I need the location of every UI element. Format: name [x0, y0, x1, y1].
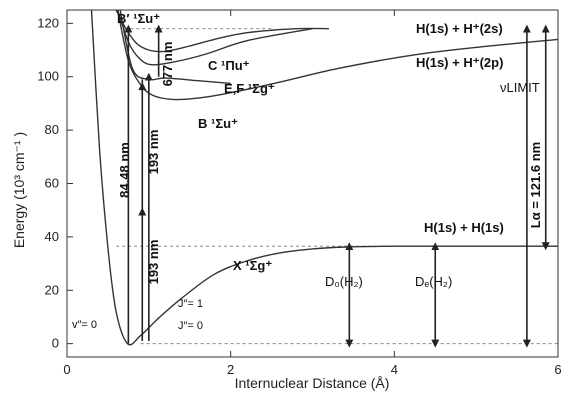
curve-series-1 [117, 10, 558, 101]
x-tick-label-0: 0 [63, 362, 70, 377]
mid-arrowhead-1-1 [138, 82, 147, 91]
label-lalpha: Lα = 121.6 nm [528, 142, 543, 228]
label-bprime-state: B′ ¹Σu⁺ [117, 11, 160, 26]
curve-series-3 [115, 10, 329, 53]
x-tick-label-1: 2 [227, 362, 234, 377]
label-b-state: B ¹Σu⁺ [198, 116, 238, 131]
label-193nm-upper: 193 nm [146, 130, 161, 175]
dashed-reference-lines [116, 28, 558, 345]
y-tick-label-6: 120 [37, 15, 59, 30]
label-de: Dₑ(H₂) [415, 274, 452, 289]
x-axis-title: Internuclear Distance (Å) [235, 375, 390, 391]
x-tick-label-2: 4 [391, 362, 398, 377]
curve-series-0 [90, 10, 558, 346]
label-193nm-lower: 193 nm [146, 240, 161, 285]
curve-series-2 [117, 10, 313, 66]
label-nu-limit: νLIMIT [500, 80, 540, 95]
label-j-zero: J″= 0 [178, 320, 203, 332]
label-ef-state: E,F ¹Σg⁺ [224, 81, 275, 96]
y-tick-label-5: 100 [37, 69, 59, 84]
label-84nm: 84.48 nm [117, 142, 132, 198]
y-tick-label-1: 20 [45, 282, 59, 297]
label-v-zero: v″= 0 [72, 319, 97, 331]
y-axis-title: Energy (10³ cm⁻¹ ) [11, 132, 27, 248]
x-tick-label-3: 6 [554, 362, 561, 377]
label-j-one: J″= 1 [178, 298, 203, 310]
y-tick-label-0: 0 [52, 336, 59, 351]
label-677nm: 677 nm [160, 42, 175, 87]
transition-arrows [124, 24, 550, 348]
label-h1s-h1s: H(1s) + H(1s) [424, 220, 504, 235]
y-tick-label-3: 60 [45, 176, 59, 191]
label-c-state: C ¹Πu⁺ [208, 58, 250, 73]
potential-curves [90, 10, 558, 346]
label-h1s-h2p: H(1s) + H⁺(2p) [416, 55, 503, 70]
y-tick-label-4: 80 [45, 122, 59, 137]
mid-arrowhead-1-0 [138, 207, 147, 216]
label-h1s-h2s: H(1s) + H⁺(2s) [416, 21, 503, 36]
y-tick-label-2: 40 [45, 229, 59, 244]
label-x-state: X ¹Σg⁺ [233, 258, 272, 273]
label-d0: D₀(H₂) [325, 274, 363, 289]
curve-series-4 [119, 10, 231, 85]
